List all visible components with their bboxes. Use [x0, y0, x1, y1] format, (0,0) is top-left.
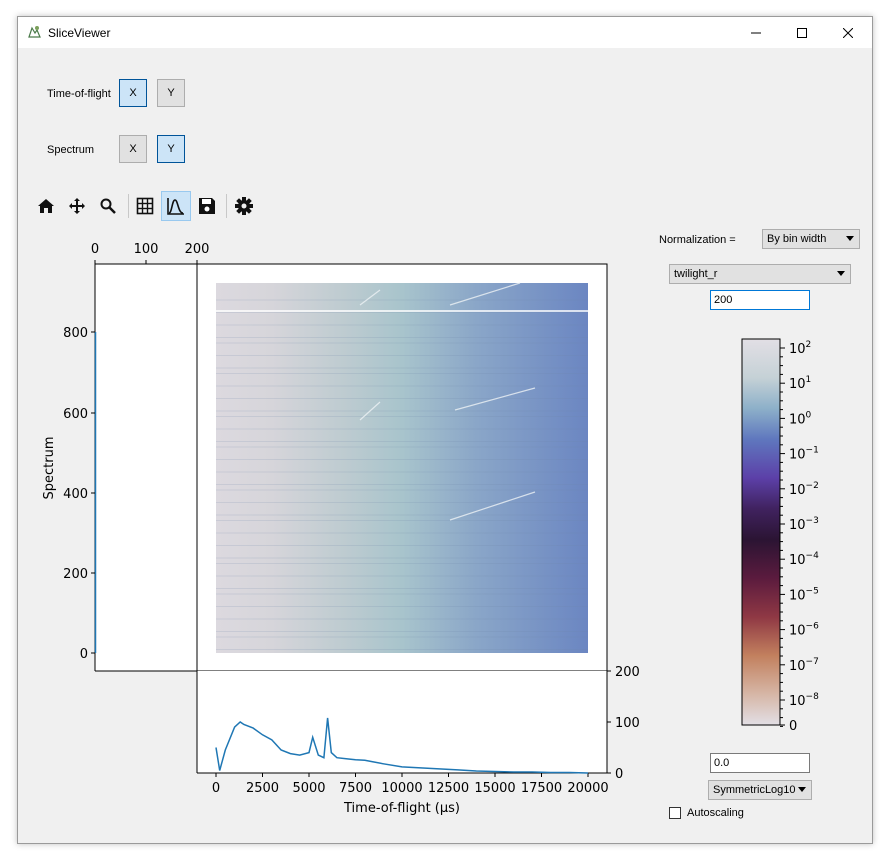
title-bar: SliceViewer — [18, 17, 872, 48]
normalization-select[interactable]: By bin width — [762, 229, 860, 249]
right-tick-label: 100 — [615, 716, 640, 731]
heatmap-streak — [359, 401, 381, 421]
x-tick-label: 15000 — [474, 781, 515, 796]
chevron-down-icon — [846, 236, 854, 241]
bottom-lineplot-area[interactable] — [197, 671, 607, 773]
colorbar-tick-label: 102 — [789, 340, 811, 357]
autoscaling-label: Autoscaling — [687, 807, 744, 819]
right-tick-label: 0 — [615, 767, 623, 782]
left-lineplot-area[interactable] — [95, 264, 197, 671]
minimize-icon — [751, 32, 761, 33]
x-tick-label: 5000 — [292, 781, 325, 796]
colorbar-tick-label: 10−2 — [789, 481, 819, 498]
heatmap-streak — [449, 282, 521, 306]
colorbar-tick-label: 10−3 — [789, 516, 819, 533]
colormap-value: twilight_r — [674, 268, 718, 280]
toolbar-separator — [128, 194, 129, 218]
colorbar-max-input[interactable]: 200 — [710, 290, 810, 310]
normalization-label: Normalization = — [659, 234, 736, 246]
scale-select[interactable]: SymmetricLog10 — [708, 780, 812, 800]
grid-button[interactable] — [130, 191, 160, 221]
x-tick-label: 2500 — [246, 781, 279, 796]
zoom-button[interactable] — [93, 191, 123, 221]
colorbar-tick-label: 10−6 — [789, 622, 819, 639]
minimize-button[interactable] — [733, 17, 779, 48]
colorbar-tick-label: 100 — [789, 410, 812, 427]
zoom-icon — [100, 198, 116, 214]
toolbar-separator — [226, 194, 227, 218]
y-tick-label: 400 — [63, 487, 88, 502]
y-tick-label: 800 — [63, 326, 88, 341]
colorbar-tick-label: 10−7 — [789, 657, 819, 674]
colorbar-tick-label: 10−1 — [789, 446, 819, 463]
heatmap-streak — [359, 289, 381, 306]
x-axis-label: Time-of-flight (μs) — [343, 801, 460, 816]
x-tick-label: 17500 — [521, 781, 562, 796]
close-icon — [843, 27, 853, 38]
save-icon — [199, 198, 215, 214]
window-title: SliceViewer — [48, 26, 111, 40]
home-icon — [38, 199, 54, 213]
colorbar-tick-label: 10−5 — [789, 586, 819, 603]
spectrum-dimension-label: Spectrum — [47, 144, 95, 156]
colorbar-tick-label: 10−8 — [789, 692, 819, 709]
pan-button[interactable] — [62, 191, 92, 221]
maximize-button[interactable] — [779, 17, 825, 48]
chevron-down-icon — [837, 271, 845, 276]
bottom-lineplot-line — [215, 717, 589, 774]
scale-value: SymmetricLog10 — [713, 784, 796, 796]
line-plots-icon — [167, 198, 184, 215]
heatmap-image[interactable] — [216, 283, 588, 653]
right-tick-label: 200 — [615, 665, 640, 680]
y-tick-label: 600 — [63, 407, 88, 422]
left-top-tick-label: 200 — [185, 242, 210, 257]
chevron-down-icon — [798, 787, 806, 792]
tof-dimension-label: Time-of-flight — [47, 88, 111, 100]
left-top-tick-label: 0 — [91, 242, 99, 257]
spectrum-x-button[interactable]: X — [119, 135, 147, 163]
gear-icon — [235, 197, 253, 215]
heatmap-streak — [454, 387, 536, 411]
home-button[interactable] — [31, 191, 61, 221]
heatmap-streak — [449, 491, 536, 521]
y-tick-label: 0 — [80, 647, 88, 662]
settings-button[interactable] — [229, 191, 259, 221]
spectrum-y-button[interactable]: Y — [157, 135, 185, 163]
grid-icon — [136, 197, 154, 215]
autoscaling-checkbox[interactable] — [669, 807, 681, 819]
x-tick-label: 12500 — [428, 781, 469, 796]
normalization-value: By bin width — [767, 233, 827, 245]
colormap-select[interactable]: twilight_r — [669, 264, 851, 284]
app-icon — [28, 26, 41, 38]
save-button[interactable] — [192, 191, 222, 221]
x-tick-label: 0 — [212, 781, 220, 796]
colorbar-tick-label: 101 — [789, 375, 811, 392]
tof-x-button[interactable]: X — [119, 79, 147, 107]
line-plots-button[interactable] — [161, 191, 191, 221]
pan-icon — [69, 198, 85, 214]
colorbar-min-input[interactable]: 0.0 — [710, 753, 810, 773]
tof-y-button[interactable]: Y — [157, 79, 185, 107]
colorbar[interactable] — [741, 338, 781, 726]
colorbar-tick-label: 10−4 — [789, 551, 819, 568]
close-button[interactable] — [825, 17, 871, 48]
x-tick-label: 20000 — [567, 781, 608, 796]
maximize-icon — [797, 27, 807, 38]
x-tick-label: 10000 — [381, 781, 422, 796]
left-top-tick-label: 100 — [134, 242, 159, 257]
y-axis-label: Spectrum — [42, 437, 57, 500]
colorbar-tick-label: 0 — [789, 719, 797, 734]
y-tick-label: 200 — [63, 567, 88, 582]
x-tick-label: 7500 — [339, 781, 372, 796]
